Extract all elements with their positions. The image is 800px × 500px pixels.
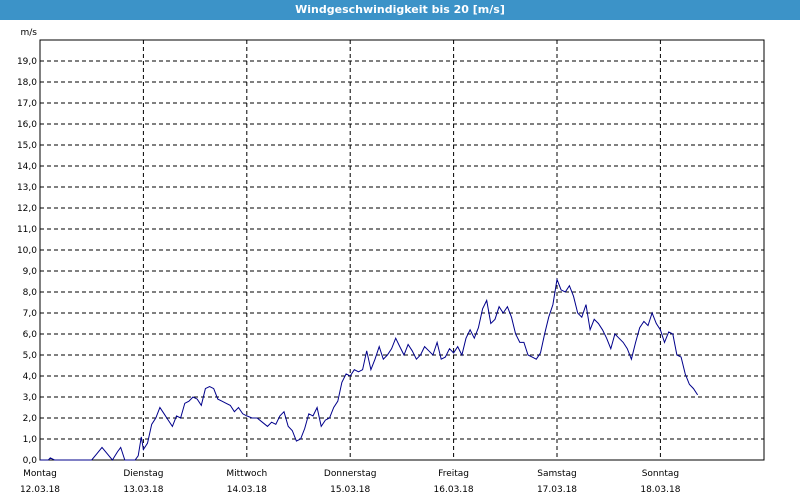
- y-tick-label: 12,0: [17, 204, 37, 214]
- plot-frame: [39, 39, 765, 461]
- y-tick-label: 6,0: [23, 330, 38, 340]
- y-tick-label: 14,0: [17, 162, 37, 172]
- x-date-label: 18.03.18: [640, 485, 680, 495]
- x-day-label: Sonntag: [642, 469, 679, 479]
- y-tick-label: 11,0: [17, 225, 37, 235]
- x-date-label: 14.03.18: [227, 485, 267, 495]
- x-day-label: Samstag: [537, 469, 576, 479]
- x-date-label: 16.03.18: [434, 485, 474, 495]
- x-date-label: 17.03.18: [537, 485, 577, 495]
- x-date-label: 12.03.18: [20, 485, 60, 495]
- y-tick-label: 4,0: [23, 372, 38, 382]
- y-tick-label: 18,0: [17, 78, 37, 88]
- y-tick-label: 8,0: [23, 288, 38, 298]
- x-day-label: Mittwoch: [226, 469, 267, 479]
- y-tick-label: 3,0: [23, 393, 38, 403]
- wind-speed-chart: 0,0 1,0 2,0 3,0 4,0 5,0 6,0 7,0 8,0 9,0 10,0 11,0 12…: [17, 28, 765, 495]
- x-day-label: Freitag: [438, 469, 469, 479]
- x-date-label: 13.03.18: [123, 485, 163, 495]
- y-tick-label: 10,0: [17, 246, 37, 256]
- chart-title: Windgeschwindigkeit bis 20 [m/s]: [0, 0, 800, 20]
- x-day-label: Montag: [23, 469, 57, 479]
- y-tick-label: 15,0: [17, 141, 37, 151]
- y-tick-label: 1,0: [23, 435, 38, 445]
- y-tick-label: 0,0: [23, 456, 38, 466]
- series-line-wind-speed: [40, 277, 699, 461]
- y-tick-label: 16,0: [17, 120, 37, 130]
- y-tick-label: 19,0: [17, 57, 37, 67]
- x-day-label: Dienstag: [123, 469, 163, 479]
- y-tick-label: 17,0: [17, 99, 37, 109]
- y-tick-label: 13,0: [17, 183, 37, 193]
- y-tick-label: 5,0: [23, 351, 38, 361]
- y-axis-label: m/s: [21, 28, 38, 38]
- y-tick-label: 2,0: [23, 414, 38, 424]
- x-day-label: Donnerstag: [324, 469, 377, 479]
- x-date-label: 15.03.18: [330, 485, 370, 495]
- y-tick-label: 7,0: [23, 309, 38, 319]
- y-tick-label: 9,0: [23, 267, 38, 277]
